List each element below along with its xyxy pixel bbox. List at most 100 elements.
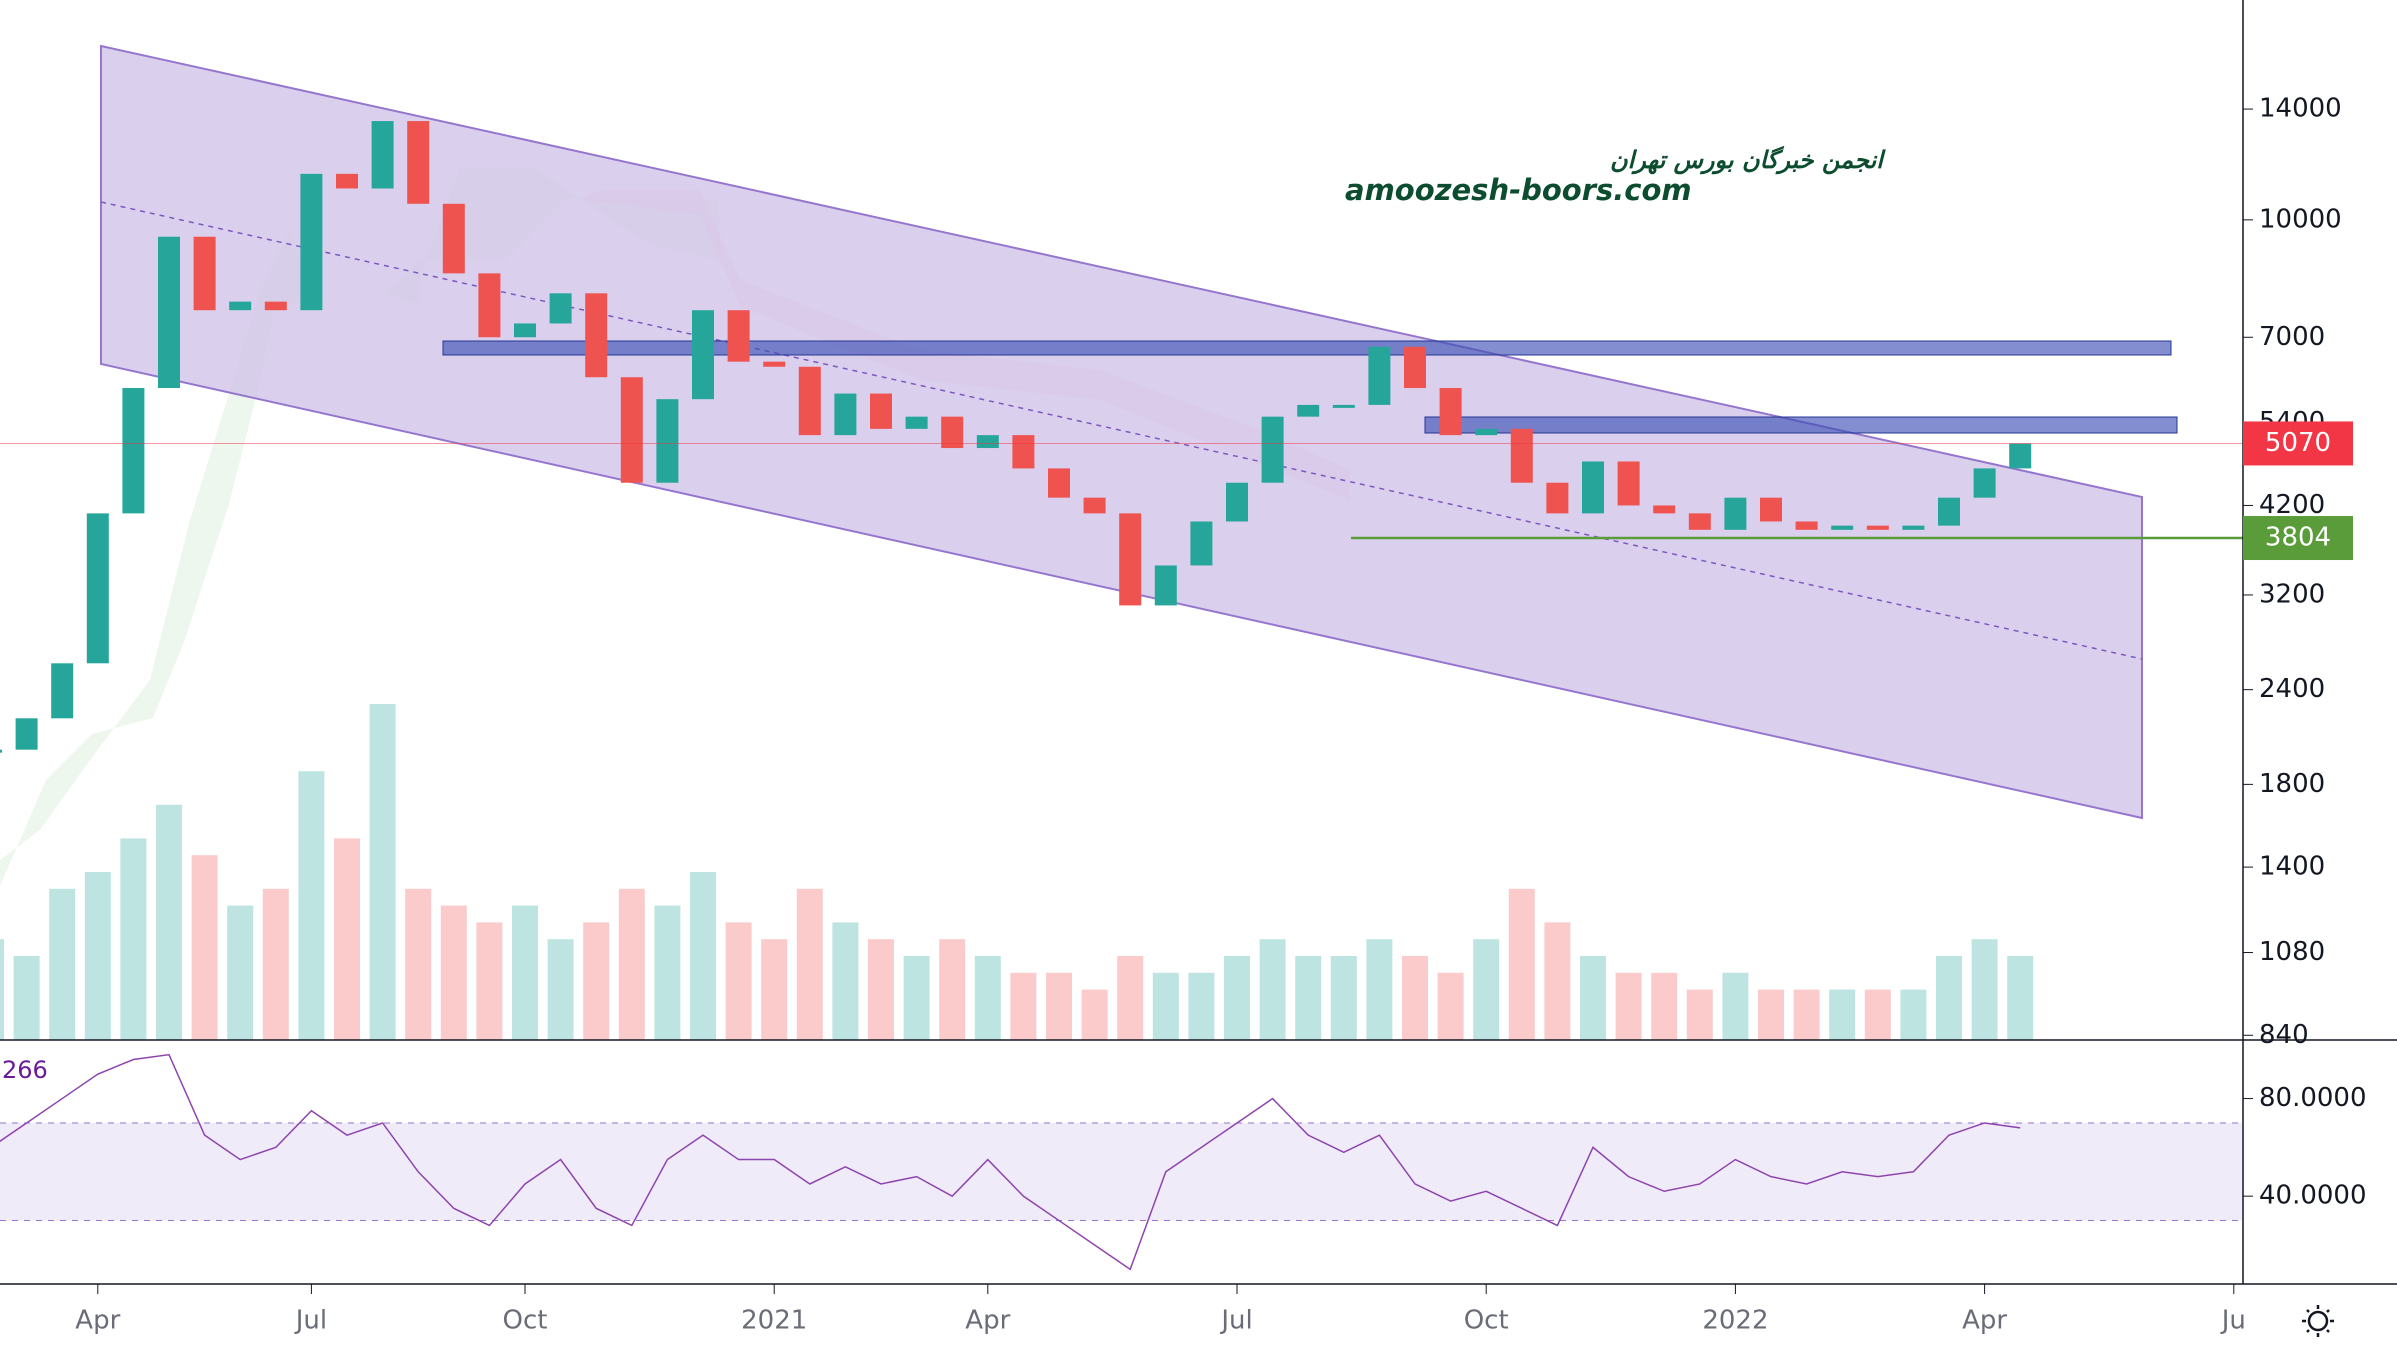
volume-bar	[512, 905, 538, 1040]
volume-bar	[440, 905, 467, 1040]
volume-bar	[832, 922, 859, 1040]
candle	[941, 416, 964, 449]
volume-bar	[1295, 956, 1322, 1040]
y-tick-label: 2400	[2259, 674, 2325, 704]
candle	[1795, 521, 1818, 530]
y-tick-label: 7000	[2259, 322, 2325, 352]
volume-bar	[1580, 956, 1606, 1040]
volume-bar	[1188, 972, 1215, 1040]
x-tick-label: Apr	[965, 1306, 1010, 1336]
candle	[15, 718, 38, 750]
volume-bar	[1081, 989, 1108, 1040]
volume-bar	[298, 771, 325, 1040]
candle	[692, 310, 714, 400]
volume-bar	[1473, 939, 1500, 1040]
volume-bar	[1829, 989, 1856, 1040]
candle	[1688, 513, 1711, 530]
candle	[2009, 443, 2032, 469]
candle	[727, 310, 750, 362]
candle	[1475, 428, 1498, 436]
volume-bar	[120, 838, 147, 1040]
volume-bar	[1152, 972, 1179, 1040]
candle	[1261, 416, 1284, 483]
candle	[0, 749, 2, 753]
rsi-line	[0, 1053, 2021, 1271]
settings-button[interactable]	[2302, 1305, 2334, 1337]
candle	[1973, 468, 1996, 498]
volume-bar	[761, 939, 788, 1040]
candle	[1546, 482, 1569, 514]
volume-bar	[690, 872, 716, 1040]
volume-bar	[654, 905, 681, 1040]
x-tick-label: Apr	[75, 1306, 120, 1336]
volume-bar	[1259, 939, 1286, 1040]
candle	[1653, 505, 1676, 514]
volume-bar	[84, 872, 111, 1040]
candle	[336, 173, 358, 189]
candle	[478, 273, 501, 338]
volume-bar	[476, 922, 503, 1040]
volume-bar	[618, 888, 645, 1040]
candle	[1831, 525, 1854, 530]
y-tick-label: 1080	[2259, 937, 2325, 967]
volume-bar	[1366, 939, 1393, 1040]
volume-bar	[868, 939, 894, 1040]
candle	[1760, 497, 1782, 522]
candle	[193, 236, 216, 311]
rsi-band	[0, 1122, 2243, 1221]
volume-bar	[547, 939, 574, 1040]
y-tick-label: 1400	[2259, 852, 2325, 882]
axes: Apr Jul Oct 2021 Apr Jul Oct 2022 Apr Ju 840 1080 14…	[75, 0, 2366, 1336]
volume-bar	[583, 922, 610, 1040]
price-axis	[2243, 0, 2397, 1350]
candle	[1368, 346, 1391, 405]
candle	[1617, 461, 1640, 506]
volume-bar	[227, 905, 254, 1040]
candle	[122, 388, 145, 514]
x-tick-label: Jul	[1219, 1306, 1252, 1336]
price-label: 3804	[2265, 523, 2331, 553]
x-tick-label: Ju	[2220, 1306, 2246, 1336]
candle	[1902, 525, 1925, 530]
price-label-box	[2243, 516, 2353, 561]
x-tick-label: Jul	[294, 1306, 327, 1336]
candle	[1938, 497, 1960, 526]
candle	[300, 173, 323, 311]
x-tick-label: 2021	[741, 1306, 807, 1336]
candle	[1154, 565, 1177, 606]
candle	[1332, 404, 1355, 408]
volume-bar	[1900, 989, 1927, 1040]
candle	[158, 236, 180, 389]
candle	[549, 293, 572, 324]
volume-bar	[262, 888, 289, 1040]
candle	[620, 377, 643, 483]
rsi-label: 266	[2, 1056, 48, 1084]
volume-bar	[1758, 989, 1784, 1040]
candle	[514, 323, 536, 338]
candle	[264, 301, 287, 311]
volume-bar	[1010, 972, 1037, 1040]
candle	[442, 203, 465, 274]
candle	[763, 361, 786, 367]
resistance-zone	[442, 340, 2172, 356]
candle	[86, 513, 109, 664]
y-tick-label: 1800	[2259, 769, 2325, 799]
volume-bar	[1330, 956, 1357, 1040]
volume-bar	[1402, 956, 1428, 1040]
volume-bar	[13, 956, 40, 1040]
y-tick-label: 40.0000	[2259, 1181, 2367, 1211]
volume-bar	[156, 804, 182, 1040]
volume-bar	[796, 888, 823, 1040]
candle	[371, 121, 394, 189]
volume-bar	[1046, 972, 1072, 1040]
candle	[976, 435, 999, 449]
volume-bar	[974, 956, 1001, 1040]
y-tick-label: 10000	[2259, 204, 2342, 234]
resistance-zone	[1424, 416, 2178, 434]
candle	[1582, 461, 1604, 514]
candle	[1119, 513, 1142, 606]
volume-bar	[1864, 989, 1891, 1040]
candle	[1866, 525, 1889, 530]
volume-bar	[1651, 972, 1678, 1040]
volume-bar	[1686, 989, 1713, 1040]
